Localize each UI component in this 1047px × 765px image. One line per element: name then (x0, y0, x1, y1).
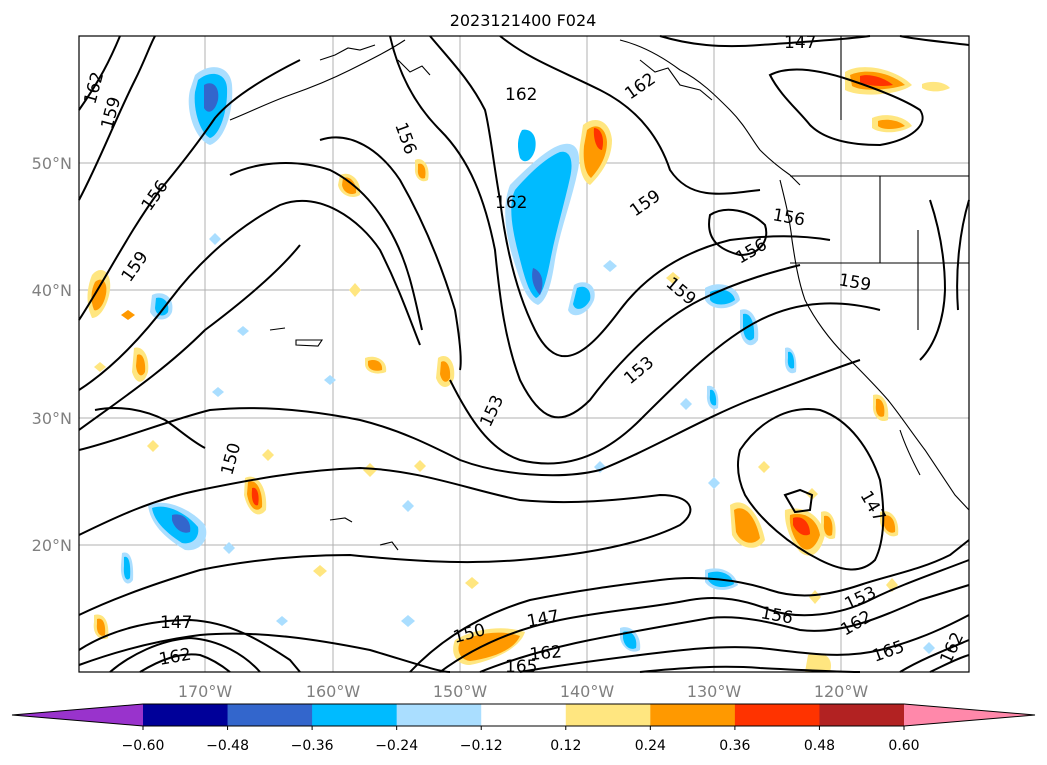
lon-label: 140°W (560, 682, 615, 701)
colorbar-segment (227, 704, 313, 726)
contour-label: 147 (160, 613, 192, 633)
colorbar-extend-min (12, 704, 143, 726)
map-title: 2023121400 F024 (450, 11, 597, 30)
colorbar-segment (650, 704, 736, 726)
contour-label: 147 (784, 33, 816, 53)
lon-label: 160°W (306, 682, 361, 701)
colorbar-segment (734, 704, 820, 726)
colorbar-tick-label: −0.12 (460, 738, 503, 754)
height-contours (78, 35, 970, 673)
lon-label: 120°W (814, 682, 869, 701)
lat-label: 50°N (32, 154, 72, 173)
colorbar-tick-label: −0.48 (206, 738, 249, 754)
colorbar-tick-label: −0.60 (122, 738, 165, 754)
colorbar: −0.60 −0.48 −0.36 −0.24 −0.12 0.12 0.24 0.36 0.4… (11, 703, 1036, 754)
lon-label: 130°W (687, 682, 742, 701)
contour-label: 162 (495, 193, 527, 213)
colorbar-segment (819, 704, 905, 726)
colorbar-tick-label: −0.36 (291, 738, 334, 754)
lon-label: 150°W (433, 682, 488, 701)
latitude-labels: 50°N 40°N 30°N 20°N (32, 154, 72, 555)
colorbar-segment (312, 704, 398, 726)
colorbar-tick-label: 0.48 (804, 738, 835, 754)
contour-label: 162 (505, 85, 537, 105)
coastlines (229, 36, 970, 551)
colorbar-segment (565, 704, 651, 726)
colorbar-segment (143, 704, 229, 726)
longitude-labels: 170°W 160°W 150°W 140°W 130°W 120°W (178, 682, 869, 701)
lon-label: 170°W (178, 682, 233, 701)
colorbar-segment (396, 704, 482, 726)
map-frame (78, 35, 970, 673)
colorbar-extend-max (904, 704, 1035, 726)
colorbar-segment (481, 704, 567, 726)
lat-label: 20°N (32, 536, 72, 555)
shaded-anomalies (87, 67, 950, 672)
contour-label: 165 (505, 657, 537, 677)
colorbar-tick-label: 0.36 (719, 738, 750, 754)
lat-label: 40°N (32, 281, 72, 300)
colorbar-tick-label: 0.24 (635, 738, 666, 754)
contour-label: 162 (529, 642, 563, 665)
lat-label: 30°N (32, 409, 72, 428)
colorbar-tick-label: 0.60 (888, 738, 919, 754)
colorbar-tick-label: 0.12 (550, 738, 581, 754)
colorbar-tick-label: −0.24 (375, 738, 418, 754)
